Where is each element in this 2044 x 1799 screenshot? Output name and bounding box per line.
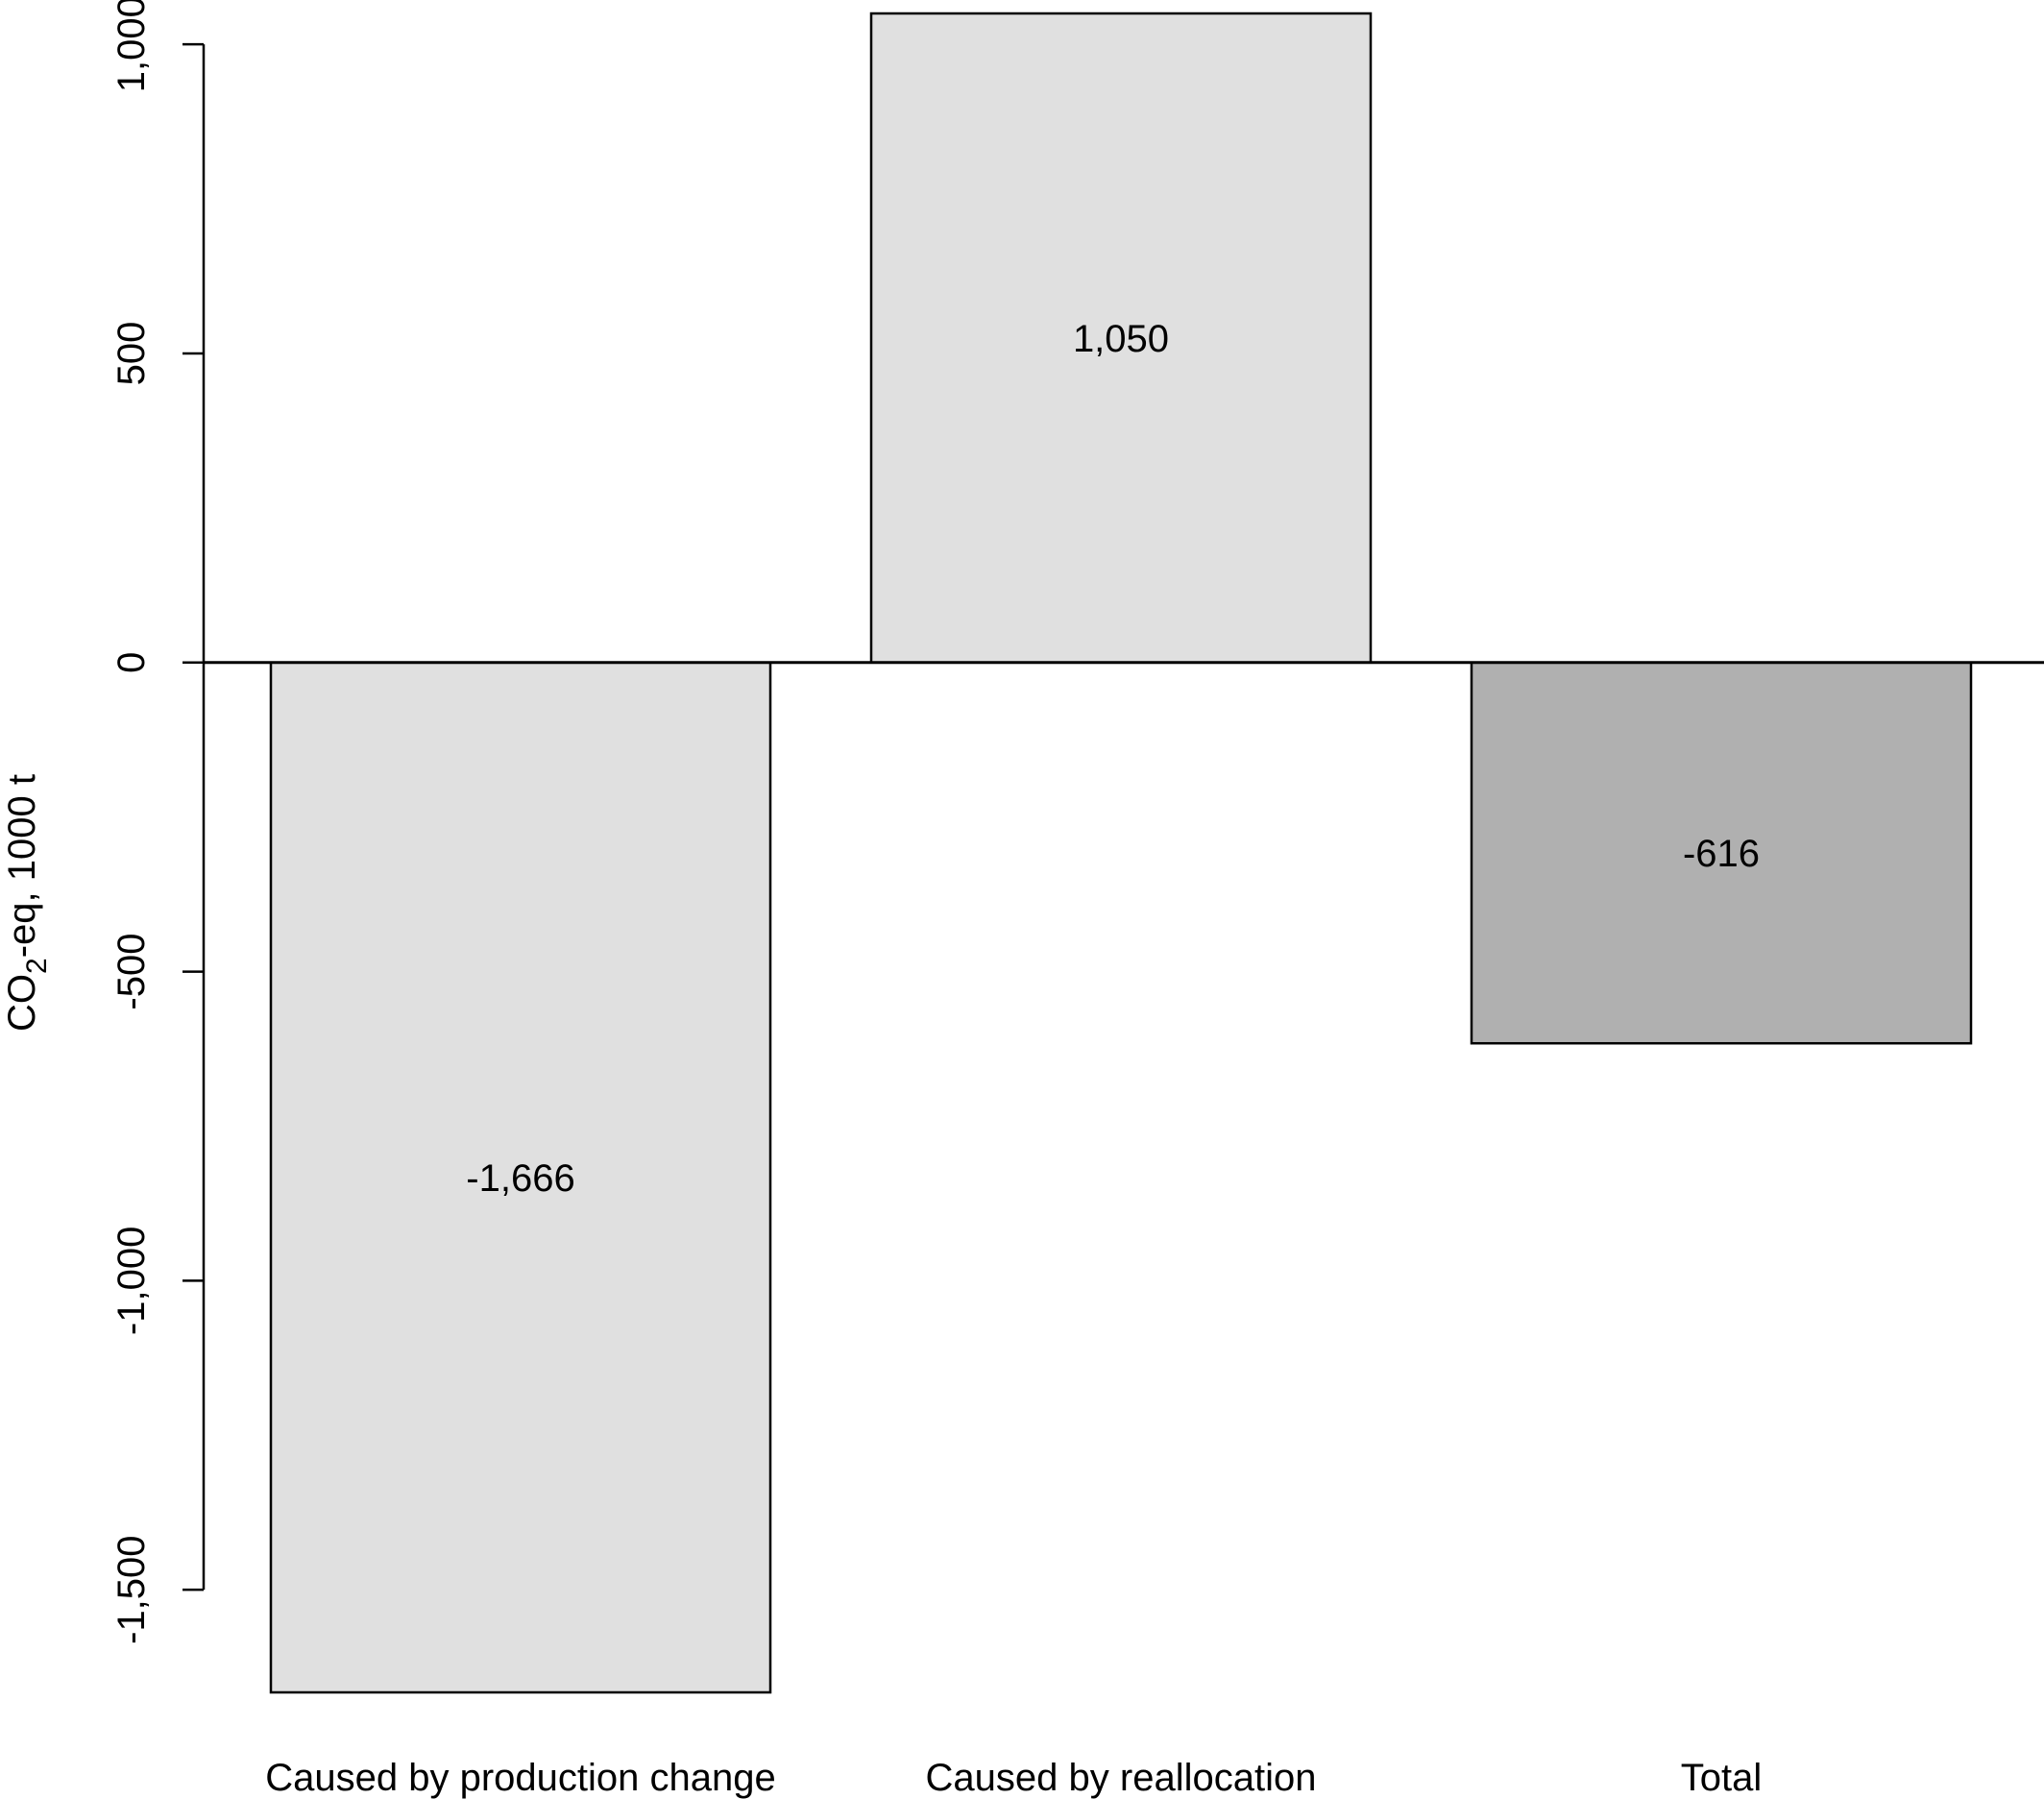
y-tick-label: 0 bbox=[110, 652, 153, 673]
y-axis-title: CO2-eq, 1000 t bbox=[1, 774, 53, 1032]
value-labels-group: -1,666 1,050 -616 bbox=[466, 318, 1760, 1200]
y-axis-title-rest: -eq, 1000 t bbox=[1, 774, 43, 958]
bar-value-label: 1,050 bbox=[1073, 318, 1169, 360]
y-axis: -1,500 -1,000 -500 0 500 1,000 bbox=[110, 0, 206, 1644]
bar bbox=[269, 661, 772, 1694]
category-label: Caused by reallocation bbox=[926, 1757, 1317, 1799]
category-label: Caused by production change bbox=[265, 1757, 775, 1799]
bars-group bbox=[269, 12, 1973, 1694]
y-axis-title-main: CO bbox=[1, 974, 43, 1032]
y-tick-label: -1,500 bbox=[110, 1535, 153, 1643]
category-label: Total bbox=[1681, 1757, 1763, 1799]
y-tick-label: -500 bbox=[110, 934, 153, 1010]
category-labels-group: Caused by production change Caused by rea… bbox=[265, 1757, 1762, 1799]
bar-value-label: -616 bbox=[1683, 833, 1760, 875]
bar-value-label: -1,666 bbox=[466, 1157, 574, 1200]
y-tick-label: 1,000 bbox=[110, 0, 153, 92]
y-axis-title-subscript: 2 bbox=[21, 958, 53, 974]
y-tick-label: 500 bbox=[110, 322, 153, 386]
bar bbox=[869, 12, 1373, 665]
y-tick-label: -1,000 bbox=[110, 1227, 153, 1335]
